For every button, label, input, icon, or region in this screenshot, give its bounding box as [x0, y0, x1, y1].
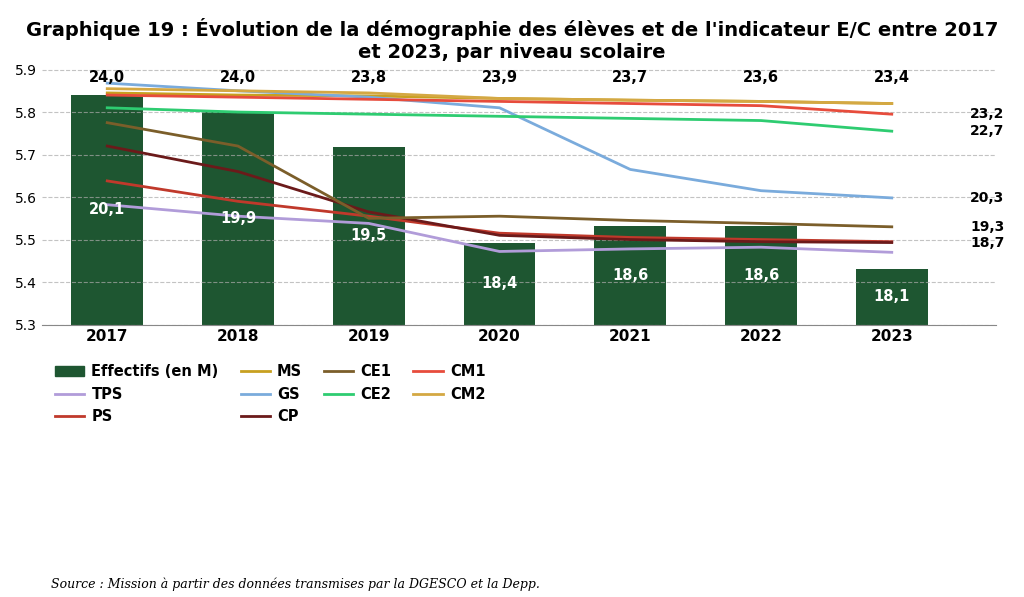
Bar	[202, 112, 274, 325]
Text: 20,1: 20,1	[89, 202, 125, 217]
Text: 18,7: 18,7	[970, 236, 1005, 250]
Text: 20,3: 20,3	[970, 191, 1005, 205]
Text: 19,5: 19,5	[350, 229, 387, 244]
Bar	[725, 226, 797, 325]
Text: 19,3: 19,3	[970, 220, 1005, 234]
Bar	[594, 226, 667, 325]
Text: 24,0: 24,0	[220, 70, 256, 85]
Text: 18,1: 18,1	[873, 290, 910, 304]
Bar	[333, 147, 404, 325]
Text: 23,2: 23,2	[970, 107, 1005, 121]
Bar	[464, 243, 536, 325]
Text: 18,4: 18,4	[481, 276, 517, 291]
Legend: Effectifs (en M), TPS, PS, MS, GS, CP, CE1, CE2, CM1, CM2: Effectifs (en M), TPS, PS, MS, GS, CP, C…	[49, 359, 492, 430]
Bar	[72, 95, 143, 325]
Bar	[856, 269, 928, 325]
Text: Graphique 19 : Évolution de la démographie des élèves et de l'indicateur E/C ent: Graphique 19 : Évolution de la démograph…	[26, 18, 998, 62]
Text: Source : Mission à partir des données transmises par la DGESCO et la Depp.: Source : Mission à partir des données tr…	[51, 577, 540, 591]
Text: 19,9: 19,9	[220, 211, 256, 226]
Text: 23,6: 23,6	[743, 70, 779, 85]
Text: 23,8: 23,8	[350, 70, 387, 85]
Text: 22,7: 22,7	[970, 124, 1005, 138]
Text: 23,7: 23,7	[612, 70, 648, 85]
Text: 23,9: 23,9	[481, 70, 517, 85]
Text: 18,6: 18,6	[742, 267, 779, 282]
Text: 24,0: 24,0	[89, 70, 125, 85]
Text: 23,4: 23,4	[873, 70, 909, 85]
Text: 18,6: 18,6	[612, 267, 648, 282]
